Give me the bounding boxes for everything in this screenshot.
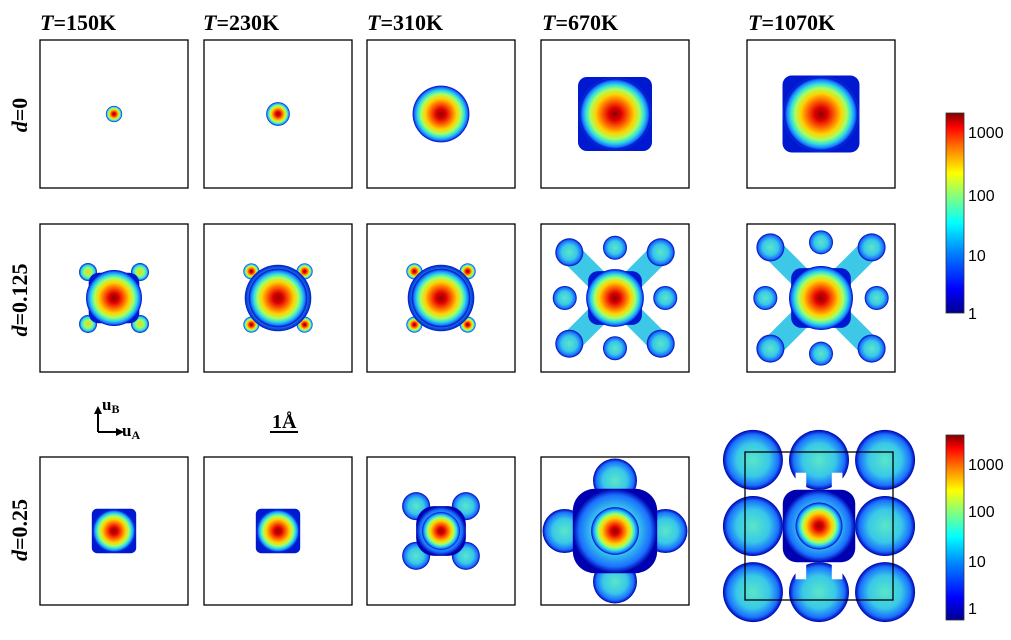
colorbar-bottom-tick-10: 10 (968, 554, 986, 571)
panel-r1-c5 (746, 39, 896, 189)
colorbar-bottom: 1000 100 10 1 (945, 434, 1004, 621)
colorbar-bottom-tick-100: 100 (968, 504, 995, 521)
panel-r2-c4 (540, 223, 690, 373)
panel-frame-r2-c3 (366, 223, 516, 373)
panel-r3-c3 (366, 456, 516, 606)
panel-frame-r3-c2 (203, 456, 353, 606)
panel-frame-r1-c2 (203, 39, 353, 189)
axis-label-ub: uB (102, 395, 119, 416)
colorbar-top-tick-1: 1 (968, 306, 977, 323)
panel-r3-c2 (203, 456, 353, 606)
scale-bar-label: 1Å (272, 410, 297, 433)
panel-r2-c2 (203, 223, 353, 373)
panel-frame-r3-c3 (366, 456, 516, 606)
panel-frame-r2-c2 (203, 223, 353, 373)
row-label-3: d=0.25 (7, 499, 32, 561)
panel-r3-c5 (722, 429, 916, 623)
panel-frame-r2-c1 (39, 223, 189, 373)
axis-label-ua: uA (122, 421, 140, 442)
colorbar-bottom-tick-1: 1 (968, 601, 977, 618)
panel-r1-c3 (366, 39, 516, 189)
colorbar-bottom-tick-1000: 1000 (968, 457, 1004, 474)
row-label-1: d=0 (7, 98, 32, 133)
colorbar-top-tick-1000: 1000 (968, 125, 1004, 142)
panel-r3-c4 (540, 456, 690, 606)
panel-frame-r2-c4 (540, 223, 690, 373)
colorbar-top: 1000 100 10 1 (945, 112, 1004, 323)
col-title-5: T=1070K (748, 10, 835, 35)
col-title-1: T=150K (40, 10, 116, 35)
panel-r1-c4 (540, 39, 690, 189)
panel-r1-c1 (39, 39, 189, 189)
axis-indicator: uB uA (94, 395, 140, 442)
scale-bar: 1Å (270, 410, 298, 433)
col-title-3: T=310K (367, 10, 443, 35)
col-title-4: T=670K (542, 10, 618, 35)
panel-frame-r1-c4 (540, 39, 690, 189)
panel-frame-r1-c5 (746, 39, 896, 189)
panel-r2-c1 (39, 223, 189, 373)
colorbar-top-tick-10: 10 (968, 248, 986, 265)
panel-frame-r3-c1 (39, 456, 189, 606)
panel-r1-c2 (203, 39, 353, 189)
panel-r2-c3 (366, 223, 516, 373)
panel-r3-c1 (39, 456, 189, 606)
col-title-2: T=230K (203, 10, 279, 35)
panel-frame-r2-c5 (746, 223, 896, 373)
panel-r2-c5 (746, 223, 896, 373)
panel-grid (39, 39, 916, 623)
panel-frame-r1-c3 (366, 39, 516, 189)
panel-frame-r3-c4 (540, 456, 690, 606)
panel-frame-r1-c1 (39, 39, 189, 189)
panel-frame-r3-c5 (744, 451, 894, 601)
row-label-2: d=0.125 (7, 263, 32, 336)
colorbar-top-tick-100: 100 (968, 188, 995, 205)
